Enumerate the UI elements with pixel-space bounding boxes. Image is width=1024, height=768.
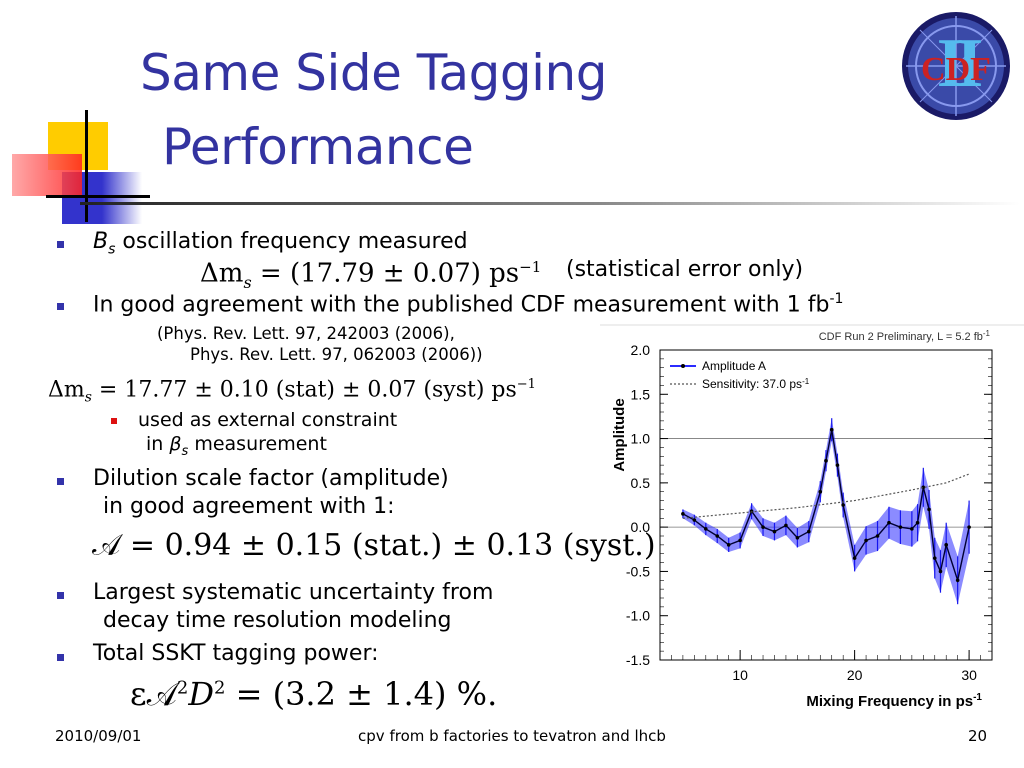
bullet-bs-oscillation: Bs oscillation frequency measured: [93, 229, 468, 257]
equation-dms-published: Δms = 17.77 ± 0.10 (stat) ± 0.07 (syst) …: [48, 377, 536, 406]
bullet1-text: oscillation frequency measured: [115, 229, 468, 254]
bs-symbol: B: [93, 229, 109, 254]
bullet-marker: [57, 592, 64, 599]
amplitude-point: [761, 525, 765, 529]
bs-subscript: s: [108, 241, 116, 258]
y-axis-label: Amplitude: [611, 398, 628, 471]
footer-title: cpv from b factories to tevatron and lhc…: [358, 727, 666, 745]
decorative-squares: [10, 110, 150, 225]
bullet-cdf-agreement: In good agreement with the published CDF…: [93, 291, 844, 318]
bullet-marker: [57, 241, 64, 248]
y-tick-label: -0.5: [626, 563, 650, 579]
footer-page-number: 20: [968, 727, 988, 745]
cdf-logo-numeral: II: [936, 25, 983, 102]
amplitude-point: [818, 489, 823, 494]
bullet-systematic: Largest systematic uncertainty from deca…: [93, 580, 494, 633]
amplitude-point: [955, 578, 960, 583]
title-rule: [80, 202, 1020, 205]
amplitude-point: [784, 523, 788, 528]
y-tick-label: 0.5: [631, 475, 651, 491]
statistical-note: (statistical error only): [566, 257, 804, 282]
bullet-tagging-power: Total SSKT tagging power:: [93, 641, 379, 666]
y-tick-label: -1.0: [626, 608, 650, 624]
amplitude-point: [738, 538, 742, 543]
amplitude-error-band: [682, 418, 970, 605]
amplitude-point: [967, 525, 971, 529]
y-tick-label: -1.5: [626, 652, 650, 668]
equation-tagging-power: ε𝒜2D2 = (3.2 ± 1.4) %.: [130, 675, 498, 713]
y-tick-label: 2.0: [631, 342, 651, 358]
sub-bullet-constraint: used as external constraint in βs measur…: [138, 409, 398, 459]
cdf-logo: II CDF: [900, 10, 1012, 122]
amplitude-scan-chart: CDF Run 2 Preliminary, L = 5.2 fb-1 2.0 1.…: [600, 324, 1024, 710]
amplitude-point: [898, 525, 903, 529]
amplitude-point: [915, 520, 920, 525]
amplitude-point: [864, 538, 868, 543]
x-tick-label: 10: [732, 667, 748, 683]
cdf-logo-text: CDF: [921, 51, 991, 88]
amplitude-point: [692, 518, 697, 522]
amplitude-point: [795, 535, 800, 540]
reference-line1: (Phys. Rev. Lett. 97, 242003 (2006),: [157, 324, 455, 343]
amplitude-point: [887, 520, 891, 525]
amplitude-point: [927, 507, 931, 512]
chart-header: CDF Run 2 Preliminary, L = 5.2 fb-1: [819, 329, 991, 343]
bullet-marker: [57, 478, 64, 485]
amplitude-point: [938, 569, 943, 574]
bullet-marker: [57, 654, 64, 661]
amplitude-point: [772, 529, 777, 534]
x-axis-label: Mixing Frequency in ps-1: [806, 692, 982, 710]
bullet-dilution: Dilution scale factor (amplitude) in goo…: [93, 466, 449, 519]
slide-title-line1: Same Side Tagging: [140, 44, 607, 102]
sensitivity-line: [682, 473, 970, 519]
amplitude-point: [841, 503, 845, 507]
amplitude-point: [852, 556, 857, 560]
amplitude-point: [715, 534, 720, 538]
sub-bullet-marker: [111, 418, 117, 424]
amplitude-point: [829, 427, 834, 432]
legend-sensitivity-label: Sensitivity: 37.0 ps-1: [702, 377, 810, 391]
amplitude-point: [932, 556, 937, 560]
legend-amplitude-label: Amplitude A: [702, 359, 766, 373]
footer-date: 2010/09/01: [55, 727, 142, 745]
plot-frame: [659, 349, 993, 661]
amplitude-point: [726, 543, 731, 547]
y-tick-label: 1.5: [631, 386, 651, 402]
slide-title-line2: Performance: [162, 118, 474, 176]
beta-symbol: β: [169, 433, 182, 455]
reference-line2: Phys. Rev. Lett. 97, 062003 (2006)): [190, 345, 483, 364]
x-tick-label: 30: [961, 667, 977, 683]
y-tick-label: 0.0: [631, 519, 651, 535]
amplitude-point: [944, 543, 949, 547]
equation-amplitude: 𝒜 = 0.94 ± 0.15 (stat.) ± 0.13 (syst.): [92, 528, 656, 563]
amplitude-point: [910, 527, 914, 531]
equation-dms-ss: Δms = (17.79 ± 0.07) ps−1: [200, 258, 542, 292]
y-tick-label: 1.0: [631, 431, 651, 447]
amplitude-point: [835, 463, 840, 467]
x-tick-label: 20: [847, 667, 863, 683]
amplitude-point: [681, 512, 685, 516]
bullet-marker: [57, 303, 64, 310]
amplitude-point: [703, 527, 708, 531]
amplitude-point: [807, 529, 811, 534]
amplitude-point: [875, 534, 880, 538]
legend-amplitude-marker: [681, 364, 685, 368]
amplitude-point: [824, 458, 828, 463]
